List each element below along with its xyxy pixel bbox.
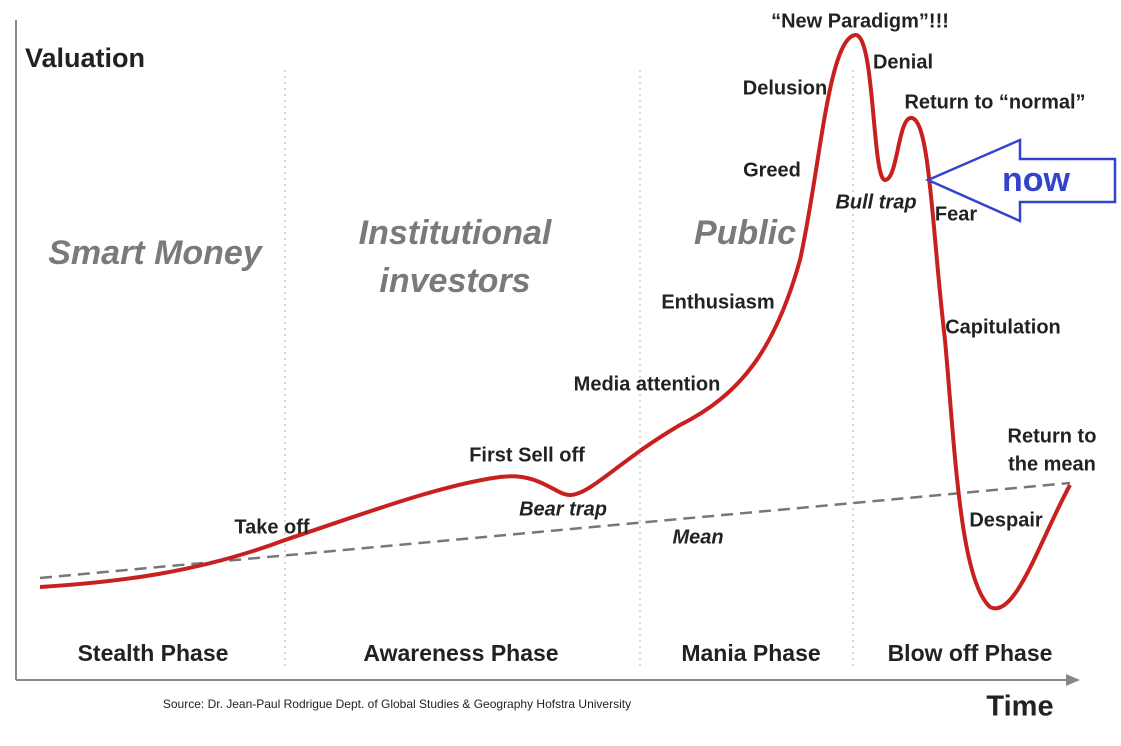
- participant-label: Smart Money: [48, 234, 264, 272]
- phase-label: Blow off Phase: [888, 640, 1053, 666]
- stage-label: Media attention: [574, 373, 721, 395]
- participant-label: investors: [379, 262, 530, 300]
- y-axis-label: Valuation: [25, 43, 145, 73]
- stage-label: Mean: [672, 526, 723, 548]
- source: Source: Dr. Jean-Paul Rodrigue Dept. of …: [163, 697, 631, 711]
- bubble-curve: [39, 33, 1072, 611]
- phase-label: Stealth Phase: [78, 640, 229, 666]
- now-arrow: [924, 138, 1117, 223]
- phase-dividers: [284, 70, 854, 668]
- stage-label: First Sell off: [469, 444, 585, 466]
- stage-label: Delusion: [743, 77, 827, 99]
- phase-label: Awareness Phase: [363, 640, 558, 666]
- stage-label: Return to: [1008, 425, 1097, 447]
- now-label: now: [1002, 161, 1071, 199]
- stage-label: Denial: [873, 51, 933, 73]
- stage-label: “New Paradigm”!!!: [771, 10, 949, 32]
- stage-label: Despair: [969, 509, 1043, 531]
- labels: Smart Money Institutional investors Public T…: [48, 10, 1096, 666]
- stage-label: Bull trap: [835, 191, 916, 213]
- stage-label: Greed: [743, 159, 801, 181]
- stage-label: Return to “normal”: [904, 91, 1085, 113]
- x-axis-arrow: [1066, 674, 1080, 686]
- stage-label: Fear: [935, 203, 977, 225]
- phase-label: Mania Phase: [681, 640, 820, 666]
- x-axis-label: Time: [986, 691, 1053, 723]
- mean-line: [39, 481, 1071, 580]
- participant-label: Public: [694, 214, 796, 252]
- stage-label: Bear trap: [519, 498, 607, 520]
- stage-label: Take off: [234, 516, 310, 538]
- stage-label: Capitulation: [945, 316, 1061, 338]
- participant-label: Institutional: [359, 214, 553, 252]
- stage-label: Enthusiasm: [661, 291, 774, 313]
- stage-label: the mean: [1008, 453, 1096, 475]
